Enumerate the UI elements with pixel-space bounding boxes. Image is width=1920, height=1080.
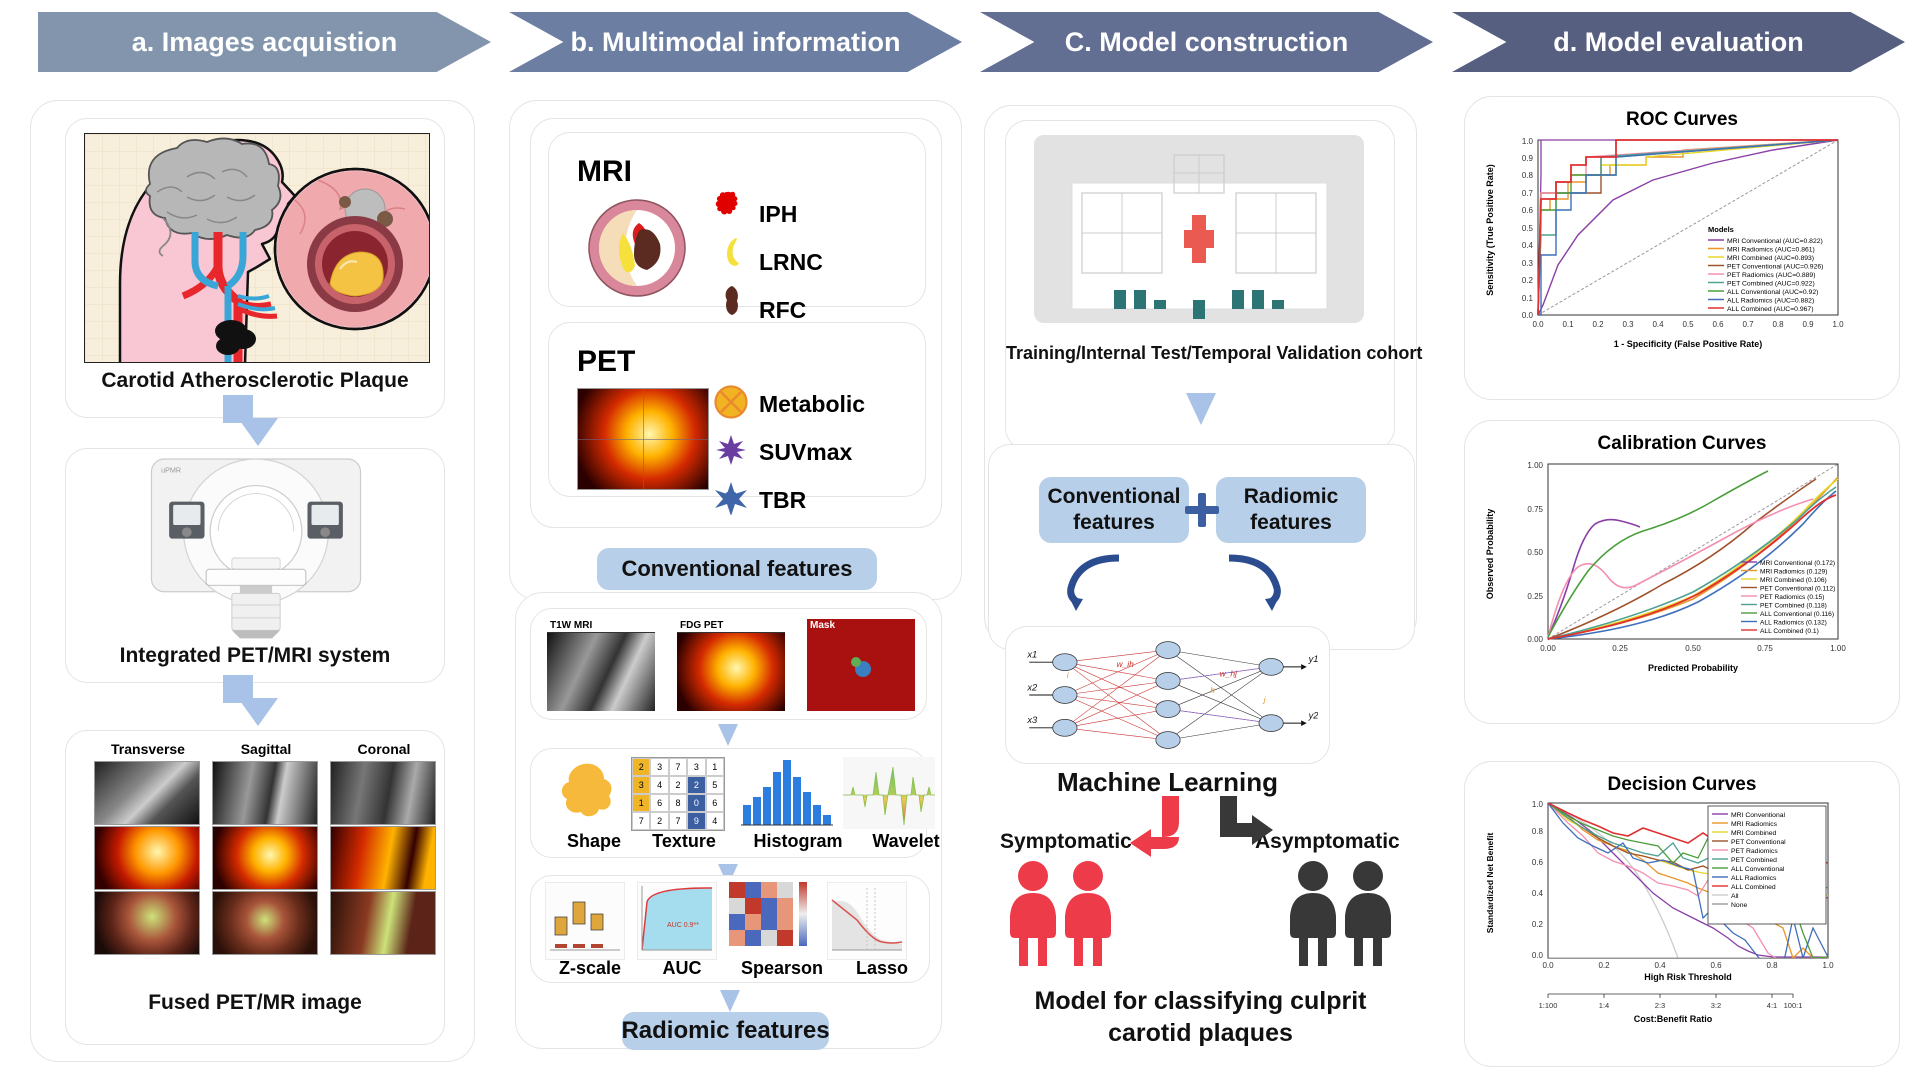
svg-text:ALL Conventional (0.116): ALL Conventional (0.116) (1760, 611, 1834, 618)
svg-text:0.4: 0.4 (1652, 320, 1664, 329)
svg-text:1:100: 1:100 (1539, 1001, 1558, 1010)
svg-text:PET Combined (AUC=0.922): PET Combined (AUC=0.922) (1727, 281, 1815, 288)
svg-text:4:1: 4:1 (1767, 1001, 1777, 1010)
svg-text:Standardized Net Benefit: Standardized Net Benefit (1485, 833, 1495, 934)
svg-text:0.6: 0.6 (1522, 206, 1534, 215)
svg-text:AUC 0.9**: AUC 0.9** (667, 922, 699, 929)
svg-text:0.75: 0.75 (1757, 644, 1773, 653)
svg-text:h: h (1210, 685, 1215, 695)
svg-text:1.0: 1.0 (1522, 137, 1534, 146)
svg-text:Observed Probability: Observed Probability (1485, 509, 1495, 600)
svg-text:0.7: 0.7 (1742, 320, 1754, 329)
svg-text:0.00: 0.00 (1527, 635, 1543, 644)
svg-text:0.3: 0.3 (1622, 320, 1634, 329)
svg-text:ALL Combined (AUC=0.967): ALL Combined (AUC=0.967) (1727, 306, 1813, 313)
svg-text:100:1: 100:1 (1784, 1001, 1803, 1010)
svg-text:PET Radiomics (0.15): PET Radiomics (0.15) (1760, 594, 1824, 601)
svg-text:0.6: 0.6 (1712, 320, 1724, 329)
svg-text:ALL Conventional (AUC=0.92): ALL Conventional (AUC=0.92) (1727, 289, 1818, 296)
svg-text:x2: x2 (1026, 682, 1038, 692)
svg-text:0.9: 0.9 (1522, 154, 1534, 163)
svg-text:0.1: 0.1 (1562, 320, 1574, 329)
svg-text:ALL Combined (0.1): ALL Combined (0.1) (1760, 628, 1819, 635)
svg-text:2:3: 2:3 (1655, 1001, 1665, 1010)
svg-text:uPMR: uPMR (161, 466, 181, 475)
svg-text:0.2: 0.2 (1598, 961, 1610, 970)
svg-text:ALL Conventional: ALL Conventional (1731, 866, 1785, 873)
svg-text:MRI Conventional (0.172): MRI Conventional (0.172) (1760, 560, 1835, 567)
svg-text:None: None (1731, 902, 1747, 909)
svg-text:0.0: 0.0 (1532, 320, 1544, 329)
svg-text:High Risk Threshold: High Risk Threshold (1644, 972, 1732, 982)
svg-text:1.0: 1.0 (1832, 320, 1844, 329)
svg-text:0.8: 0.8 (1766, 961, 1778, 970)
svg-text:w_hj: w_hj (1220, 668, 1238, 678)
svg-text:Sensitivity (True Positive Rat: Sensitivity (True Positive Rate) (1485, 164, 1495, 296)
svg-text:0.2: 0.2 (1522, 276, 1534, 285)
svg-text:0.8: 0.8 (1522, 171, 1534, 180)
svg-text:MRI Radiomics (0.129): MRI Radiomics (0.129) (1760, 569, 1827, 576)
svg-text:0.9: 0.9 (1802, 320, 1814, 329)
svg-text:x1: x1 (1026, 650, 1037, 660)
svg-text:0.50: 0.50 (1685, 644, 1701, 653)
svg-text:Cost:Benefit Ratio: Cost:Benefit Ratio (1634, 1014, 1713, 1024)
svg-text:0.25: 0.25 (1527, 592, 1543, 601)
svg-text:0.75: 0.75 (1527, 505, 1543, 514)
svg-text:MRI Combined (AUC=0.893): MRI Combined (AUC=0.893) (1727, 255, 1814, 262)
svg-text:0.00: 0.00 (1540, 644, 1556, 653)
svg-text:x3: x3 (1026, 715, 1038, 725)
svg-text:1.00: 1.00 (1830, 644, 1846, 653)
svg-text:1:4: 1:4 (1599, 1001, 1609, 1010)
svg-text:PET Conventional (AUC=0.926): PET Conventional (AUC=0.926) (1727, 264, 1823, 271)
svg-text:MRI Conventional: MRI Conventional (1731, 812, 1786, 819)
svg-text:MRI Radiomics: MRI Radiomics (1731, 821, 1778, 828)
svg-text:PET Radiomics: PET Radiomics (1731, 848, 1778, 855)
svg-text:MRI Combined: MRI Combined (1731, 830, 1777, 837)
svg-text:PET Combined (0.118): PET Combined (0.118) (1760, 603, 1827, 610)
svg-text:Predicted Probability: Predicted Probability (1648, 663, 1738, 673)
svg-text:ALL Radiomics: ALL Radiomics (1731, 875, 1777, 882)
svg-text:0.5: 0.5 (1682, 320, 1694, 329)
svg-text:1 - Specificity (False Positiv: 1 - Specificity (False Positive Rate) (1614, 339, 1763, 349)
svg-text:0.0: 0.0 (1532, 951, 1544, 960)
svg-text:0.5: 0.5 (1522, 224, 1534, 233)
svg-text:PET Conventional: PET Conventional (1731, 839, 1786, 846)
svg-text:PET Radiomics (AUC=0.889): PET Radiomics (AUC=0.889) (1727, 272, 1815, 279)
svg-text:0.8: 0.8 (1532, 827, 1544, 836)
svg-text:PET Combined: PET Combined (1731, 857, 1777, 864)
svg-text:1.00: 1.00 (1527, 461, 1543, 470)
svg-text:0.0: 0.0 (1542, 961, 1554, 970)
svg-text:i: i (1067, 670, 1070, 680)
svg-text:1.0: 1.0 (1532, 800, 1544, 809)
svg-text:MRI Conventional (AUC=0.822): MRI Conventional (AUC=0.822) (1727, 238, 1823, 245)
svg-text:3:2: 3:2 (1711, 1001, 1721, 1010)
svg-text:0.6: 0.6 (1532, 858, 1544, 867)
svg-text:0.0: 0.0 (1522, 311, 1534, 320)
svg-text:0.2: 0.2 (1532, 920, 1544, 929)
svg-text:0.3: 0.3 (1522, 259, 1534, 268)
svg-text:0.7: 0.7 (1522, 189, 1534, 198)
svg-text:w_ih: w_ih (1116, 659, 1134, 669)
svg-text:0.1: 0.1 (1522, 294, 1534, 303)
svg-text:1.0: 1.0 (1822, 961, 1834, 970)
svg-text:0.8: 0.8 (1772, 320, 1784, 329)
svg-text:All: All (1731, 893, 1739, 900)
svg-text:0.25: 0.25 (1612, 644, 1628, 653)
svg-text:MRI Combined (0.106): MRI Combined (0.106) (1760, 577, 1827, 584)
svg-text:j: j (1263, 695, 1267, 705)
svg-text:Models: Models (1708, 225, 1734, 234)
svg-text:0.6: 0.6 (1710, 961, 1722, 970)
svg-text:0.2: 0.2 (1592, 320, 1604, 329)
svg-text:ALL Radiomics (AUC=0.882): ALL Radiomics (AUC=0.882) (1727, 298, 1814, 305)
svg-text:0.4: 0.4 (1522, 241, 1534, 250)
svg-text:MRI Radiomics (AUC=0.861): MRI Radiomics (AUC=0.861) (1727, 247, 1815, 254)
svg-text:y2: y2 (1308, 710, 1318, 720)
svg-text:0.4: 0.4 (1654, 961, 1666, 970)
svg-text:0.50: 0.50 (1527, 548, 1543, 557)
svg-text:y1: y1 (1308, 654, 1318, 664)
svg-text:ALL Combined: ALL Combined (1731, 884, 1776, 891)
svg-text:PET Conventional (0.112): PET Conventional (0.112) (1760, 586, 1835, 593)
svg-text:ALL Radiomics (0.132): ALL Radiomics (0.132) (1760, 620, 1827, 627)
svg-text:0.4: 0.4 (1532, 889, 1544, 898)
